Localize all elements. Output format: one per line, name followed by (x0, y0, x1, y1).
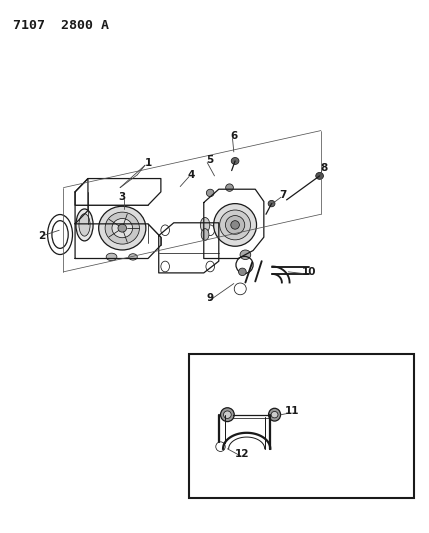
Ellipse shape (76, 209, 93, 241)
Text: 1: 1 (145, 158, 151, 167)
Ellipse shape (112, 219, 133, 238)
Ellipse shape (79, 214, 90, 236)
Text: 11: 11 (284, 407, 299, 416)
Ellipse shape (214, 204, 257, 246)
Text: 7: 7 (279, 190, 287, 199)
Text: 5: 5 (207, 155, 214, 165)
Text: 4: 4 (187, 170, 195, 180)
Ellipse shape (316, 173, 323, 179)
Ellipse shape (99, 206, 146, 250)
Ellipse shape (226, 216, 245, 235)
Text: 3: 3 (119, 192, 126, 202)
Ellipse shape (226, 184, 233, 191)
Ellipse shape (200, 217, 210, 232)
Ellipse shape (105, 212, 139, 244)
Ellipse shape (231, 221, 239, 229)
Ellipse shape (206, 189, 214, 197)
Text: 9: 9 (207, 294, 214, 303)
Ellipse shape (220, 210, 251, 240)
Ellipse shape (271, 411, 278, 418)
Text: 7107  2800 A: 7107 2800 A (13, 19, 109, 31)
Text: 6: 6 (230, 131, 237, 141)
Ellipse shape (239, 268, 246, 276)
Bar (189, 354, 414, 498)
Ellipse shape (240, 250, 251, 260)
Ellipse shape (221, 408, 234, 422)
Text: 12: 12 (235, 449, 250, 459)
Ellipse shape (224, 411, 231, 418)
Ellipse shape (118, 224, 127, 232)
Ellipse shape (106, 253, 117, 261)
Text: 8: 8 (320, 163, 327, 173)
Ellipse shape (231, 158, 239, 164)
Text: 10: 10 (302, 267, 316, 277)
Ellipse shape (201, 229, 209, 240)
Text: 2: 2 (39, 231, 45, 240)
Ellipse shape (268, 200, 275, 207)
Ellipse shape (269, 408, 281, 421)
Ellipse shape (129, 254, 137, 260)
